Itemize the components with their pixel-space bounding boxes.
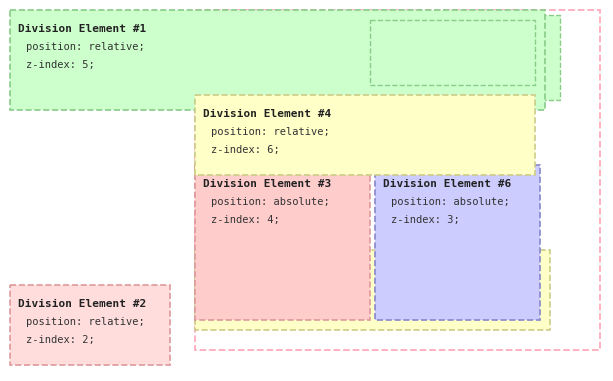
Text: position: relative;: position: relative; (26, 317, 145, 327)
Text: Division Element #6: Division Element #6 (383, 179, 511, 189)
Bar (375, 165, 540, 320)
Text: Division Element #5: Division Element #5 (203, 264, 331, 274)
Text: z-index: 6;: z-index: 6; (211, 145, 280, 155)
Text: z-index: 5;: z-index: 5; (26, 60, 95, 70)
Text: Division Element #2: Division Element #2 (18, 299, 147, 309)
Bar (370, 20, 535, 85)
Text: position: absolute;: position: absolute; (211, 197, 330, 207)
Text: Division Element #3: Division Element #3 (203, 179, 331, 189)
Bar (195, 165, 370, 320)
Bar (10, 285, 170, 365)
Bar (195, 10, 600, 350)
Bar (195, 95, 535, 175)
Text: position: absolute;: position: absolute; (391, 197, 510, 207)
Bar (10, 10, 545, 110)
Text: z-index: 3;: z-index: 3; (391, 215, 460, 225)
Text: Division Element #1: Division Element #1 (18, 24, 147, 34)
Bar (195, 250, 550, 330)
Text: z-index: 2;: z-index: 2; (26, 335, 95, 345)
Text: position: relative;: position: relative; (26, 42, 145, 52)
Bar (195, 15, 560, 100)
Text: z-index: 1;: z-index: 1; (211, 300, 280, 310)
Text: Division Element #4: Division Element #4 (203, 109, 331, 119)
Text: position: relative;: position: relative; (211, 127, 330, 137)
Text: position: relative;: position: relative; (211, 282, 330, 292)
Text: z-index: 4;: z-index: 4; (211, 215, 280, 225)
